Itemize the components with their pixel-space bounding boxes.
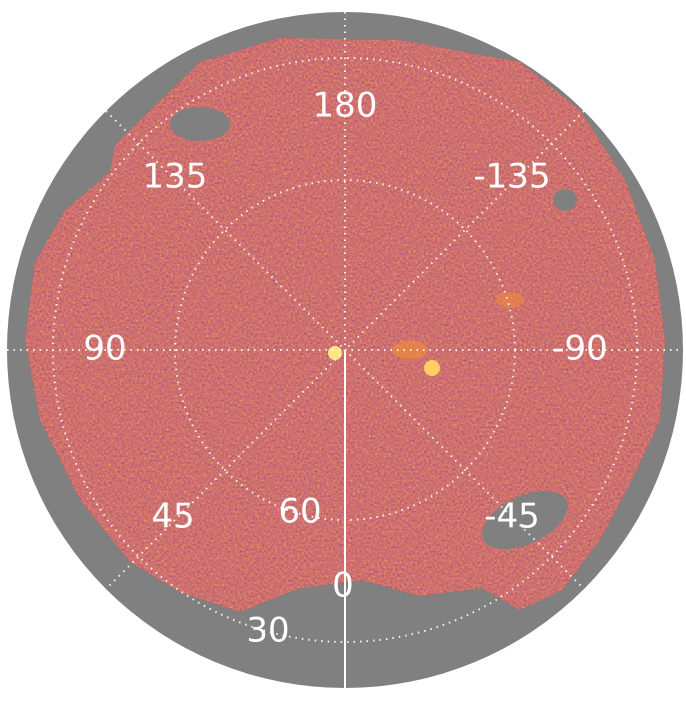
- mask-hole: [170, 107, 230, 141]
- longitude-label: -45: [484, 497, 540, 537]
- longitude-label: -135: [473, 157, 550, 197]
- longitude-label: 180: [313, 86, 378, 126]
- bright-region: [496, 292, 524, 308]
- mask-hole: [553, 189, 577, 211]
- longitude-label: -90: [552, 329, 608, 369]
- longitude-label: 45: [151, 497, 194, 537]
- mask-hole: [482, 490, 568, 550]
- longitude-label: 135: [143, 157, 208, 197]
- longitude-label: 90: [83, 329, 126, 369]
- bright-source: [424, 360, 440, 376]
- latitude-label: 60: [278, 492, 321, 532]
- bright-source: [328, 346, 342, 360]
- longitude-label: 0: [332, 566, 354, 606]
- latitude-label: 30: [246, 611, 289, 651]
